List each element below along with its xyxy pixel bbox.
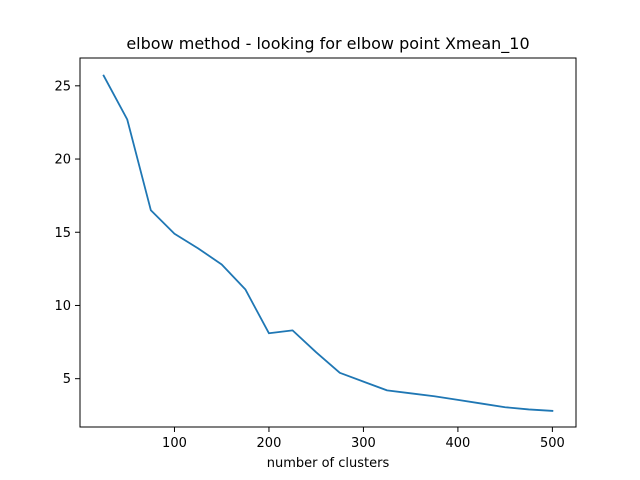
x-tick-label: 300 xyxy=(351,436,376,451)
y-tick-label: 5 xyxy=(63,372,71,387)
x-axis: 100 200 300 400 500 xyxy=(162,427,565,451)
series-line xyxy=(102,74,554,412)
x-axis-label: number of clusters xyxy=(267,456,390,471)
y-tick-label: 20 xyxy=(54,153,71,168)
x-tick-label: 100 xyxy=(162,436,187,451)
y-tick-label: 25 xyxy=(54,79,71,94)
y-axis: 5 10 15 20 25 xyxy=(54,79,80,387)
x-tick-label: 500 xyxy=(540,436,565,451)
y-tick-label: 10 xyxy=(54,299,71,314)
x-tick-label: 400 xyxy=(445,436,470,451)
chart-title: elbow method - looking for elbow point X… xyxy=(126,34,529,54)
x-tick-label: 200 xyxy=(257,436,282,451)
plot-frame xyxy=(79,57,577,428)
y-tick-label: 15 xyxy=(54,226,71,241)
plot-area xyxy=(102,74,554,412)
